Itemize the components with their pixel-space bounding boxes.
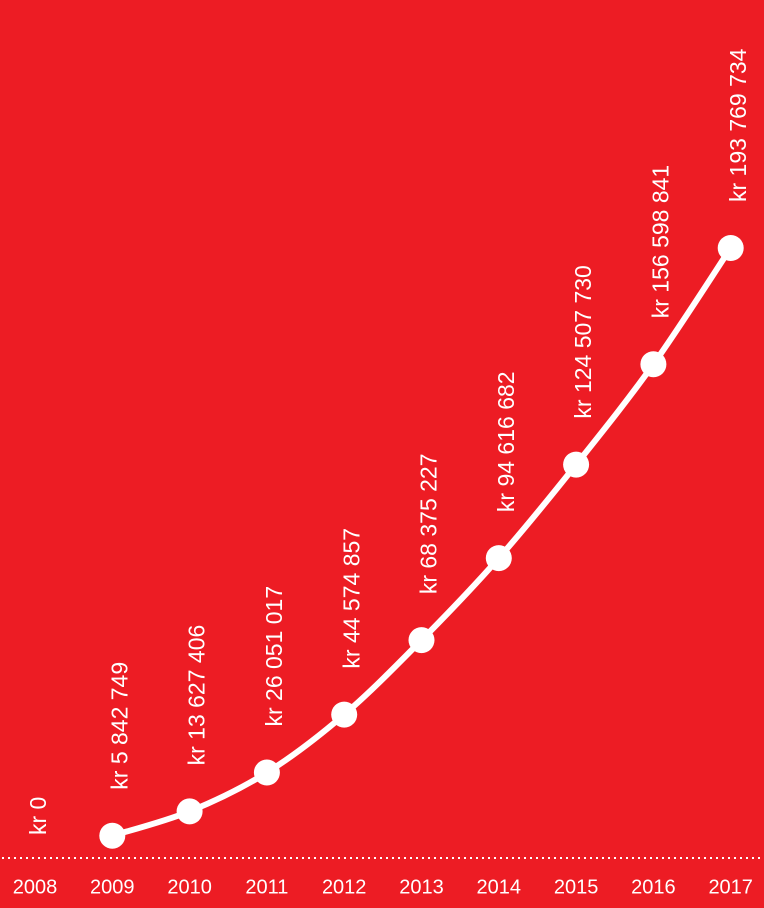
value-label: kr 26 051 017 <box>261 586 287 727</box>
value-label: kr 44 574 857 <box>338 528 364 669</box>
x-tick-label: 2011 <box>245 876 288 898</box>
x-tick-label: 2009 <box>90 876 135 898</box>
value-label: kr 0 <box>25 797 51 835</box>
x-tick-label: 2008 <box>13 876 58 898</box>
data-point <box>717 235 744 261</box>
value-label: kr 124 507 730 <box>570 265 596 418</box>
data-point <box>485 545 512 572</box>
x-tick-label: 2015 <box>554 876 599 898</box>
value-label: kr 13 627 406 <box>184 625 210 766</box>
data-point <box>253 759 280 786</box>
value-label: kr 156 598 841 <box>647 165 673 318</box>
data-point <box>99 822 126 849</box>
x-tick-label: 2016 <box>631 876 676 898</box>
x-tick-label: 2013 <box>399 876 444 898</box>
x-tick-label: 2010 <box>167 876 212 898</box>
value-label: kr 5 842 749 <box>106 662 132 790</box>
data-point <box>176 798 203 825</box>
data-point <box>408 627 435 654</box>
value-label: kr 68 375 227 <box>416 453 442 594</box>
value-label: kr 193 769 734 <box>725 48 751 202</box>
data-point <box>563 451 590 478</box>
data-point <box>331 701 358 728</box>
value-label: kr 94 616 682 <box>493 371 519 512</box>
x-tick-label: 2012 <box>322 876 367 898</box>
line <box>109 245 734 839</box>
data-point <box>640 351 667 378</box>
x-tick-label: 2014 <box>477 876 522 898</box>
x-tick-label: 2017 <box>708 876 753 898</box>
